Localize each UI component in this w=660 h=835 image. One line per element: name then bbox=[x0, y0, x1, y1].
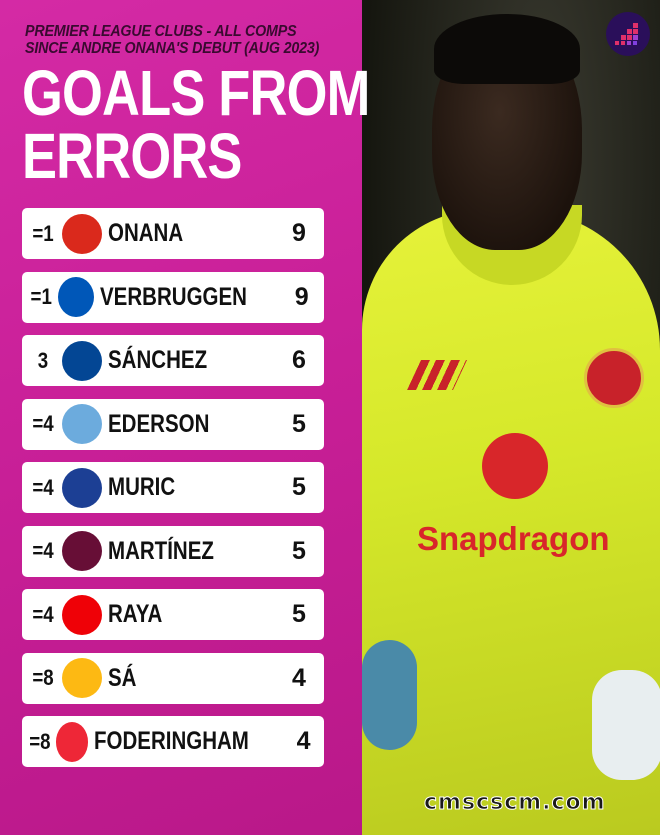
goals-value: 5 bbox=[292, 536, 306, 565]
table-row: =8 FODERINGHAM 4 bbox=[22, 716, 324, 767]
player-name: EDERSON bbox=[108, 409, 210, 438]
goals-value: 9 bbox=[294, 282, 309, 311]
player-name: SÁ bbox=[108, 663, 137, 692]
club-crest-icon bbox=[62, 404, 102, 444]
snapdragon-logo-icon bbox=[482, 433, 548, 499]
watermark: cmscscm.com bbox=[424, 790, 606, 816]
table-row: =4 MARTÍNEZ 5 bbox=[22, 525, 324, 577]
table-row: =8 SÁ 4 bbox=[22, 652, 324, 704]
table-row: =4 EDERSON 5 bbox=[22, 398, 324, 450]
goals-value: 6 bbox=[292, 346, 306, 374]
table-row: 3 SÁNCHEZ 6 bbox=[22, 335, 324, 386]
subtitle: PREMIER LEAGUE CLUBS - ALL COMPS SINCE AN… bbox=[25, 23, 319, 57]
player-name: FODERINGHAM bbox=[94, 727, 250, 755]
table-row: =1 ONANA 9 bbox=[22, 208, 324, 259]
club-crest-icon bbox=[62, 531, 102, 571]
goals-value: 9 bbox=[292, 219, 306, 247]
goals-value: 5 bbox=[292, 409, 306, 438]
page-title: GOALS FROM ERRORS bbox=[22, 57, 370, 192]
player-name: MURIC bbox=[108, 473, 176, 501]
rank: =8 bbox=[29, 728, 51, 754]
player-name: VERBRUGGEN bbox=[100, 282, 248, 311]
club-crest-icon bbox=[62, 594, 102, 635]
player-name: MARTÍNEZ bbox=[108, 536, 214, 565]
club-crest-icon bbox=[62, 658, 102, 698]
goals-value: 5 bbox=[292, 600, 306, 628]
rank: =8 bbox=[32, 665, 54, 690]
subtitle-line-1: PREMIER LEAGUE CLUBS - ALL COMPS bbox=[25, 23, 297, 40]
table-row: =4 RAYA 5 bbox=[22, 589, 324, 640]
player-name: ONANA bbox=[108, 219, 184, 247]
goals-value: 5 bbox=[292, 473, 306, 501]
rank: =4 bbox=[32, 411, 54, 436]
glove-right bbox=[592, 670, 660, 780]
rank: =4 bbox=[32, 474, 54, 500]
table-row: =4 MURIC 5 bbox=[22, 462, 324, 513]
player-name: RAYA bbox=[108, 600, 163, 628]
title-line-1: GOALS FROM bbox=[22, 57, 370, 129]
table-row: =1 VERBRUGGEN 9 bbox=[22, 271, 324, 323]
stats-badge-icon bbox=[606, 12, 650, 56]
subtitle-line-2: SINCE ANDRE ONANA'S DEBUT (AUG 2023) bbox=[25, 40, 320, 57]
player-photo: Snapdragon bbox=[362, 0, 660, 835]
sponsor-text: Snapdragon bbox=[417, 520, 610, 557]
rank: =1 bbox=[32, 220, 54, 246]
club-crest-icon bbox=[62, 467, 102, 508]
club-crest-icon bbox=[62, 213, 102, 254]
player-name: SÁNCHEZ bbox=[108, 346, 208, 374]
goals-value: 4 bbox=[296, 727, 311, 755]
goals-value: 4 bbox=[292, 663, 306, 692]
rank: 3 bbox=[37, 347, 49, 373]
title-line-2: ERRORS bbox=[22, 120, 242, 192]
club-crest-icon bbox=[62, 340, 102, 381]
club-crest-icon bbox=[55, 721, 89, 762]
rank: =1 bbox=[30, 284, 52, 309]
glove-left bbox=[362, 640, 417, 750]
man-utd-crest-icon bbox=[584, 348, 644, 408]
club-crest-icon bbox=[58, 277, 95, 317]
rank: =4 bbox=[32, 601, 54, 627]
rank: =4 bbox=[32, 538, 54, 563]
player-hair bbox=[434, 14, 580, 84]
